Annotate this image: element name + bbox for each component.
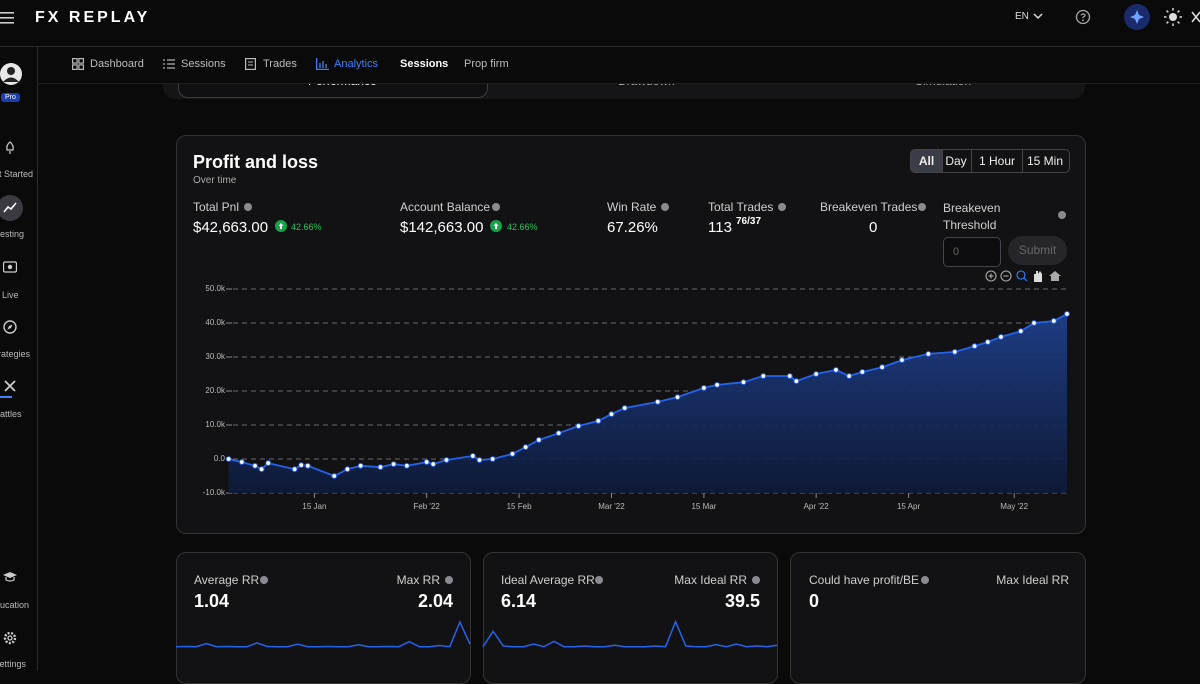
info-icon[interactable] (918, 203, 926, 211)
close-icon[interactable] (1190, 10, 1200, 24)
pan[interactable] (1034, 271, 1042, 282)
rr-label: Ideal Average RR (501, 573, 595, 587)
chevron (1033, 13, 1043, 20)
rr-label: Average RR (194, 573, 260, 587)
strategies-icon[interactable] (3, 320, 17, 334)
info-icon[interactable] (595, 576, 603, 584)
change-value: 42.66% (291, 222, 322, 232)
live-icon[interactable] (3, 261, 17, 273)
rr-value: 39.5 (724, 591, 760, 611)
analytics-icon (316, 58, 329, 70)
change-icon (490, 220, 502, 232)
rr-card: Average RR 1.04 Max RR 2.04 (176, 552, 471, 684)
pnl-card (176, 135, 1086, 534)
info-icon[interactable] (661, 203, 669, 211)
logo[interactable]: FX REPLAY (35, 9, 151, 26)
nav-label[interactable]: esting (0, 229, 24, 239)
sidebar: Pro t Started esting Live rategies attle… (0, 47, 38, 671)
stat-value: $142,663.00 (400, 219, 484, 236)
rr-label: Max Ideal RR (674, 573, 747, 587)
nav-label[interactable]: t Started (0, 169, 33, 179)
active-indicator (0, 396, 12, 398)
nav-link[interactable]: Trades (263, 58, 297, 70)
education-icon[interactable] (2, 571, 18, 583)
timeframe-button[interactable]: All (910, 149, 943, 173)
change-icon (275, 220, 287, 232)
sessions-icon (163, 59, 175, 69)
rocket-icon[interactable] (3, 141, 17, 155)
nav-link[interactable]: Prop firm (464, 58, 509, 70)
ai-button[interactable] (1123, 3, 1151, 31)
chart-toolbar (985, 270, 1061, 282)
reset[interactable] (1049, 271, 1061, 281)
battles-icon[interactable] (4, 380, 16, 392)
nav-label[interactable]: attles (0, 409, 22, 419)
stat-label: Total Trades (708, 200, 774, 214)
timeframe-button[interactable]: 1 Hour (971, 149, 1023, 173)
change-value: 42.66% (507, 222, 538, 232)
stat-value: 67.26% (607, 219, 658, 236)
nav-label[interactable]: rategies (0, 349, 30, 359)
input-placeholder: 0 (953, 246, 960, 258)
zoom-in[interactable] (985, 270, 997, 282)
stat-value: 113 (708, 219, 732, 236)
nav-bar: Dashboard Sessions Trades Analytics Sess… (38, 47, 1200, 84)
settings-icon[interactable] (3, 631, 17, 645)
nav-link[interactable]: Analytics (334, 58, 379, 70)
threshold-label: Breakeven Threshold (943, 201, 1001, 232)
info-icon[interactable] (492, 203, 500, 211)
nav-link[interactable]: Sessions (400, 58, 449, 70)
dashboard-icon (72, 58, 84, 70)
rr-label: Could have profit/BE (809, 573, 920, 587)
nav-label[interactable]: ucation (0, 600, 29, 610)
submit-button[interactable]: Submit (1008, 236, 1067, 265)
rr-value: 6.14 (501, 591, 537, 611)
nav-label[interactable]: ettings (0, 659, 26, 669)
menu-icon[interactable] (0, 10, 16, 26)
zoom-select[interactable] (1016, 270, 1026, 280)
nav-link[interactable]: Dashboard (90, 58, 144, 70)
help-icon[interactable] (1075, 9, 1091, 25)
rr-card: Could have profit/BE 0 Max Ideal RR (790, 552, 1086, 684)
backtesting-icon[interactable] (0, 194, 26, 224)
nav-label[interactable]: Live (2, 290, 19, 300)
info-icon[interactable] (260, 576, 268, 584)
card-subtitle: Over time (193, 175, 237, 186)
stat-label: Win Rate (607, 200, 657, 214)
info-icon[interactable] (778, 203, 786, 211)
stat-label: Breakeven Trades (820, 200, 918, 214)
info-icon[interactable] (752, 576, 760, 584)
zoom-out[interactable] (1000, 270, 1012, 282)
rr-label: Max Ideal RR (996, 573, 1069, 587)
info-icon[interactable] (244, 203, 252, 211)
rr-value: 0 (809, 591, 820, 611)
card-title: Profit and loss (193, 152, 319, 172)
rr-value: 2.04 (417, 591, 453, 611)
rr-label: Max RR (396, 573, 440, 587)
top-bar: FX REPLAY EN (0, 0, 1200, 47)
nav-link[interactable]: Sessions (181, 58, 226, 70)
avatar[interactable] (0, 62, 24, 86)
threshold-input[interactable]: 0 (943, 237, 1001, 267)
timeframe-button[interactable]: 15 Min (1021, 149, 1070, 173)
stat-label: Account Balance (400, 200, 491, 214)
info-icon[interactable] (921, 576, 929, 584)
stat-value: 0 (869, 219, 878, 236)
stat-label: Total Pnl (193, 200, 240, 214)
trades-icon (245, 58, 256, 70)
rr-card: Ideal Average RR 6.14 Max Ideal RR 39.5 (483, 552, 778, 684)
language-selector[interactable]: EN (1015, 11, 1029, 22)
info-icon[interactable] (445, 576, 453, 584)
rr-value: 1.04 (194, 591, 230, 611)
stat-value: $42,663.00 (193, 219, 269, 236)
theme-toggle[interactable] (1164, 8, 1182, 26)
timeframe-button[interactable]: Day (941, 149, 972, 173)
stat-detail: 76/37 (736, 216, 762, 227)
pro-badge: Pro (1, 93, 20, 102)
info-icon[interactable] (1058, 211, 1066, 219)
